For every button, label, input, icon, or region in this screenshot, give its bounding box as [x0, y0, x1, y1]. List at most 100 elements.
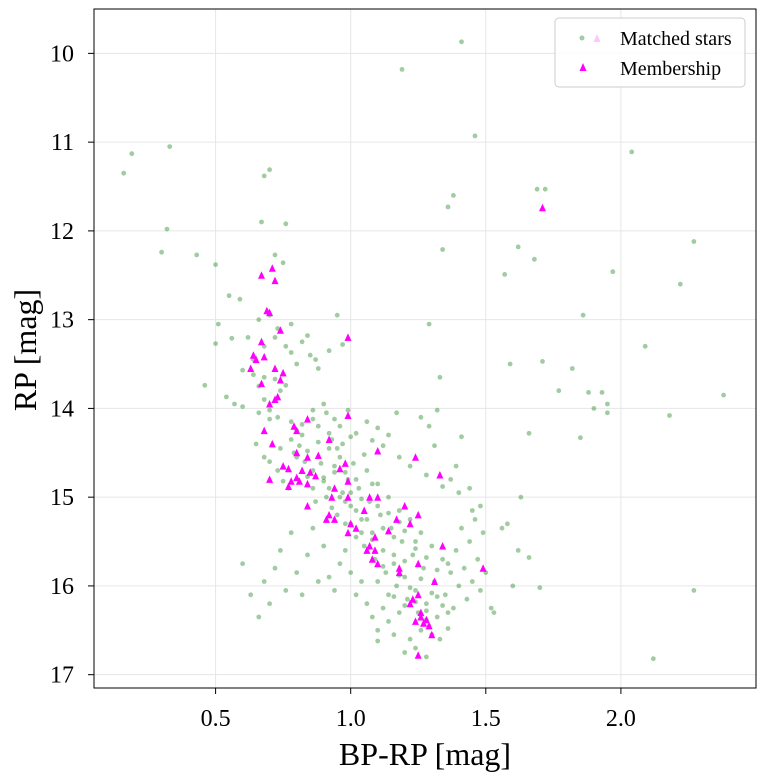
matched-star-point — [451, 605, 456, 611]
matched-star-point — [267, 459, 272, 465]
matched-star-point — [407, 463, 413, 469]
matched-star-point — [402, 574, 408, 580]
matched-star-point — [359, 517, 364, 522]
matched-star-point — [518, 494, 524, 500]
matched-star-point — [356, 485, 362, 491]
legend: Matched stars Membership — [554, 17, 746, 88]
matched-star-point — [334, 446, 340, 451]
matched-star-point — [315, 366, 321, 371]
matched-star-point — [240, 404, 246, 409]
membership-point — [266, 308, 274, 317]
membership-point — [336, 464, 344, 473]
matched-star-point — [375, 503, 381, 509]
membership-point — [393, 515, 401, 523]
matched-star-point — [440, 603, 445, 608]
matched-star-point — [391, 594, 397, 599]
matched-star-point — [359, 579, 364, 584]
matched-star-point — [318, 461, 324, 466]
matched-star-point — [469, 579, 475, 584]
matched-star-point — [326, 430, 332, 436]
matched-star-point — [488, 605, 494, 611]
membership-point — [412, 453, 419, 461]
membership-point — [312, 471, 320, 480]
matched-star-point — [359, 496, 364, 502]
matched-star-point — [437, 636, 443, 642]
matched-star-point — [440, 484, 445, 489]
matched-star-point — [605, 401, 610, 407]
matched-star-point — [283, 382, 289, 388]
matched-star-point — [348, 503, 354, 509]
matched-star-point — [532, 256, 537, 262]
matched-star-point — [361, 543, 367, 549]
matched-star-point — [324, 494, 329, 500]
matched-star-point — [229, 335, 235, 341]
matched-star-point — [534, 186, 540, 192]
membership-point — [325, 435, 333, 443]
matched-star-point — [353, 508, 359, 513]
membership-point — [279, 368, 287, 377]
matched-star-point — [459, 525, 464, 531]
matched-star-point — [299, 592, 305, 598]
matched-star-point — [424, 608, 429, 614]
membership-point — [371, 546, 379, 554]
matched-star-point — [261, 397, 267, 402]
membership-point — [258, 337, 265, 346]
membership-point — [344, 528, 352, 537]
membership-point — [314, 451, 322, 459]
matched-star-point — [394, 410, 399, 416]
matched-star-point — [202, 382, 208, 388]
matched-star-point — [232, 401, 237, 407]
membership-point — [374, 447, 382, 455]
legend-matched-label: Matched stars — [620, 28, 732, 50]
matched-star-point — [542, 186, 548, 192]
matched-star-point — [256, 410, 262, 416]
matched-star-point — [605, 410, 610, 416]
membership-point — [328, 493, 336, 501]
matched-star-point — [359, 530, 364, 536]
matched-star-point — [402, 558, 408, 564]
matched-star-point — [248, 592, 254, 598]
matched-star-point — [434, 567, 440, 573]
matched-star-point — [321, 543, 327, 549]
membership-point — [436, 471, 444, 479]
membership-point — [401, 502, 409, 510]
membership-point — [331, 484, 338, 492]
matched-star-point — [391, 534, 397, 540]
membership-point — [279, 462, 287, 470]
x-tick-label: 2.0 — [606, 706, 636, 732]
matched-star-point — [353, 477, 359, 482]
matched-star-point — [267, 407, 272, 413]
membership-point — [414, 510, 422, 519]
matched-star-point — [121, 170, 127, 176]
matched-star-point — [667, 413, 672, 418]
membership-point — [417, 613, 425, 621]
membership-point — [304, 453, 311, 461]
x-axis-label: BP-RP [mag] — [339, 736, 511, 772]
matched-star-point — [245, 335, 251, 340]
matched-star-point — [445, 610, 451, 615]
matched-star-point — [288, 437, 294, 442]
membership-series — [247, 203, 546, 659]
matched-star-point — [364, 468, 370, 473]
membership-point — [366, 542, 374, 550]
membership-point — [539, 203, 546, 212]
y-tick-label: 12 — [50, 219, 74, 245]
matched-star-point — [491, 610, 497, 615]
matched-star-point — [515, 244, 521, 250]
matched-star-point — [340, 490, 345, 496]
grid — [94, 9, 756, 688]
matched-star-point — [369, 530, 375, 536]
matched-star-point — [434, 407, 440, 413]
matched-star-point — [267, 167, 272, 173]
membership-point — [417, 608, 425, 617]
y-axis-label: RP [mag] — [7, 289, 43, 411]
membership-point — [249, 351, 257, 359]
membership-point — [331, 515, 338, 523]
membership-point — [395, 568, 403, 577]
y-tick-label: 17 — [50, 663, 74, 689]
matched-star-point — [569, 366, 575, 371]
matched-star-point — [334, 312, 340, 318]
matched-star-point — [413, 546, 418, 551]
matched-star-point — [472, 517, 478, 522]
matched-star-point — [480, 530, 486, 536]
